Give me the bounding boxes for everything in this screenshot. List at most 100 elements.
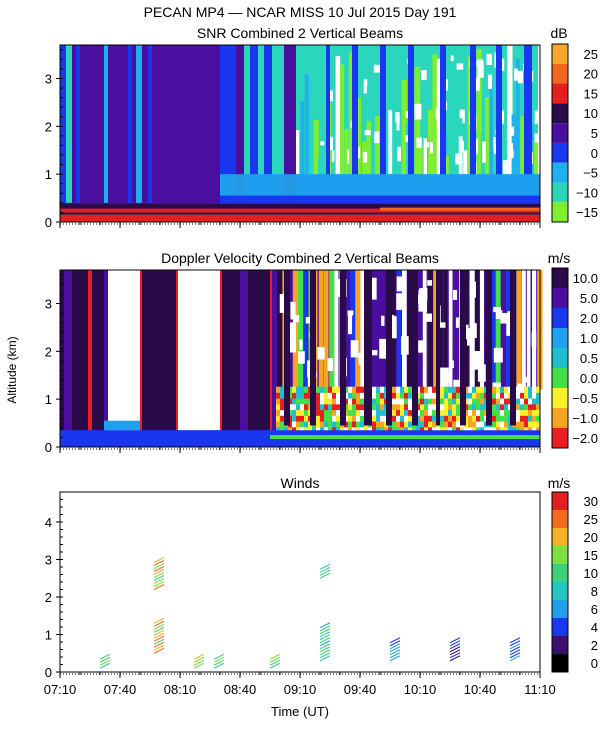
heatmap-cell — [417, 270, 422, 390]
wind-barb — [509, 655, 521, 662]
heatmap-cell — [372, 398, 377, 405]
heatmap-cell — [276, 409, 281, 416]
wind-barb — [153, 635, 165, 642]
heatmap-cell — [360, 421, 365, 428]
heatmap-cell — [328, 398, 333, 405]
heatmap-cell — [454, 270, 459, 390]
heatmap-cell — [464, 403, 469, 411]
heatmap-cell — [468, 409, 473, 416]
heatmap-cell — [449, 360, 454, 368]
heatmap-cell — [492, 415, 497, 422]
heatmap-cell — [492, 392, 497, 399]
heatmap-cell — [444, 409, 449, 416]
heatmap-cell — [348, 52, 354, 175]
heatmap-cell — [428, 403, 433, 411]
heatmap-cell — [528, 392, 533, 399]
x-tick-label: 07:40 — [104, 682, 137, 697]
heatmap-cell — [520, 409, 525, 416]
heatmap-cell — [528, 409, 533, 416]
heatmap-cell — [360, 398, 365, 405]
heatmap-cell — [473, 77, 480, 91]
colorbar-label: −2.0 — [572, 431, 598, 446]
heatmap-cell — [534, 133, 540, 143]
heatmap-cell — [324, 426, 329, 434]
heatmap-cell — [299, 339, 303, 350]
colorbar-label: 10.0 — [573, 271, 598, 286]
colorbar-swatch — [552, 492, 568, 510]
snr-colorbar: 25 20 15 10 5 0 −5 −10 −15 — [551, 43, 598, 223]
colorbar-swatch — [552, 142, 568, 163]
heatmap-cell — [516, 270, 522, 390]
heatmap-cell — [432, 398, 437, 405]
heatmap-cell — [440, 392, 445, 399]
colorbar-label: 1.0 — [580, 331, 598, 346]
heatmap-cell — [352, 398, 357, 405]
heatmap-cell — [344, 403, 349, 411]
heatmap-cell — [336, 426, 341, 434]
heatmap-cell — [460, 270, 466, 426]
heatmap-cell — [472, 398, 477, 405]
heatmap-cell — [500, 312, 510, 324]
heatmap-cell — [250, 45, 258, 203]
x-tick-label: 08:40 — [224, 682, 257, 697]
colorbar-swatch — [552, 618, 568, 636]
heatmap-cell — [536, 421, 541, 428]
heatmap-cell — [472, 426, 477, 434]
heatmap-cell — [464, 421, 469, 428]
heatmap-cell — [276, 386, 281, 393]
heatmap-cell — [307, 360, 313, 378]
heatmap-cell — [318, 158, 323, 175]
wind-barb — [449, 643, 461, 650]
heatmap-cell — [352, 45, 358, 179]
heatmap-cell — [500, 398, 505, 405]
y-tick-label: 2 — [45, 344, 52, 359]
heatmap-cell — [440, 367, 449, 391]
heatmap-cell — [507, 150, 514, 159]
heatmap-cell — [220, 195, 540, 203]
heatmap-cell — [104, 420, 140, 431]
heatmap-cell — [495, 310, 503, 319]
y-axis-label: Altitude (km) — [5, 336, 19, 403]
heatmap-cell — [495, 270, 501, 390]
heatmap-cell — [376, 403, 381, 411]
heatmap-cell — [528, 398, 533, 405]
heatmap-cell — [66, 45, 72, 203]
heatmap-cell — [456, 421, 461, 428]
colorbar-swatch — [552, 162, 568, 183]
heatmap-cell — [504, 409, 509, 416]
heatmap-cell — [344, 392, 349, 399]
heatmap-cell — [532, 426, 537, 434]
heatmap-cell — [476, 409, 481, 416]
heatmap-cell — [438, 270, 443, 390]
heatmap-cell — [452, 398, 457, 405]
heatmap-cell — [352, 426, 357, 434]
heatmap-cell — [452, 415, 457, 422]
heatmap-cell — [344, 409, 349, 416]
colorbar-swatch — [552, 636, 568, 654]
heatmap-cell — [372, 392, 377, 399]
heatmap-cell — [280, 415, 285, 422]
heatmap-cell — [500, 409, 505, 416]
heatmap-cell — [292, 386, 297, 393]
heatmap-cell — [388, 109, 393, 175]
heatmap-cell — [288, 398, 293, 405]
heatmap-cell — [370, 270, 376, 390]
wind-barb — [213, 659, 225, 666]
heatmap-cell — [420, 403, 425, 411]
heatmap-cell — [348, 409, 353, 416]
wind-barb — [153, 560, 165, 566]
heatmap-cell — [381, 315, 385, 326]
heatmap-cell — [148, 45, 152, 203]
heatmap-cell — [416, 392, 421, 399]
x-tick-label: 08:10 — [164, 682, 197, 697]
heatmap-cell — [424, 403, 429, 411]
heatmap-cell — [532, 270, 537, 390]
heatmap-cell — [222, 270, 240, 431]
heatmap-cell — [476, 421, 481, 428]
heatmap-cell — [280, 398, 285, 405]
heatmap-cell — [304, 403, 309, 411]
wind-barb — [193, 659, 205, 666]
heatmap-cell — [496, 45, 502, 179]
wind-barb — [509, 640, 521, 647]
heatmap-cell — [220, 45, 236, 203]
